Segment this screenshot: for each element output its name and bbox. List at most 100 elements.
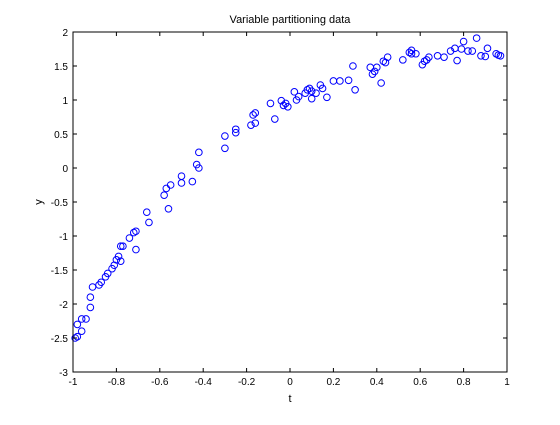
x-tick-label: -0.2	[238, 377, 256, 388]
data-point	[132, 245, 140, 254]
data-point	[351, 86, 359, 94]
data-point	[82, 315, 90, 323]
data-point	[251, 109, 260, 117]
data-point	[425, 53, 433, 61]
data-point	[294, 92, 303, 101]
data-point	[231, 128, 240, 137]
data-point	[77, 315, 86, 323]
data-point	[195, 164, 203, 172]
data-point	[88, 283, 97, 291]
data-point	[221, 132, 229, 140]
data-point	[279, 101, 288, 110]
data-point	[336, 77, 344, 85]
data-point	[453, 56, 461, 65]
x-tick-label: -0.8	[108, 377, 126, 388]
data-point	[284, 103, 292, 111]
data-point	[251, 119, 260, 127]
chart-title: Variable partitioning data	[230, 14, 352, 26]
x-tick-label: 0.2	[326, 377, 340, 388]
x-tick-label: -1	[69, 377, 78, 388]
data-point	[177, 179, 186, 187]
data-point	[459, 37, 468, 46]
y-tick-label: -2	[59, 300, 68, 311]
data-point	[468, 47, 477, 55]
data-point	[457, 45, 466, 53]
data-point	[129, 228, 138, 237]
data-point	[97, 278, 106, 287]
data-point	[420, 57, 429, 66]
data-point	[86, 293, 95, 302]
data-point	[440, 53, 448, 61]
y-tick-label: -0.5	[51, 198, 69, 209]
data-point	[164, 205, 173, 213]
data-point	[116, 257, 125, 265]
data-point	[303, 86, 312, 94]
data-point	[266, 99, 275, 108]
data-point	[166, 181, 175, 189]
y-tick-label: 2	[62, 28, 68, 39]
data-point	[114, 252, 123, 261]
y-axis-label: y	[33, 199, 45, 205]
data-point	[323, 93, 331, 102]
x-tick-label: 0	[287, 377, 293, 388]
data-point	[377, 79, 385, 87]
y-tick-label: -2.5	[51, 334, 69, 345]
data-point	[247, 121, 255, 129]
data-point	[379, 57, 388, 66]
data-point	[77, 327, 86, 336]
data-point	[312, 89, 320, 97]
y-tick-label: -1	[59, 232, 68, 243]
data-point	[145, 218, 153, 227]
data-point	[132, 227, 140, 236]
data-point	[160, 191, 168, 199]
y-tick-label: 1	[62, 96, 68, 107]
data-point	[231, 125, 240, 134]
data-point	[188, 177, 197, 186]
data-point	[271, 115, 279, 123]
data-point	[370, 67, 379, 76]
data-point	[73, 332, 82, 341]
data-point	[481, 52, 490, 61]
data-point	[483, 44, 492, 53]
y-tick-label: 0	[62, 164, 68, 175]
data-point	[412, 49, 420, 58]
data-points	[71, 34, 505, 342]
data-point	[86, 303, 95, 312]
y-tick-label: 0.5	[54, 130, 68, 141]
data-point	[472, 34, 481, 42]
y-tick-label: 1.5	[54, 62, 68, 73]
y-tick-label: -1.5	[51, 266, 69, 277]
data-point	[290, 88, 299, 96]
data-point	[249, 111, 257, 119]
data-point	[125, 234, 134, 242]
data-point	[307, 87, 316, 95]
data-point	[73, 320, 82, 329]
x-tick-label: 0.6	[413, 377, 427, 388]
data-point	[383, 53, 392, 61]
data-point	[318, 84, 327, 93]
data-point	[349, 62, 357, 70]
data-point	[492, 49, 500, 58]
data-point	[119, 242, 127, 250]
data-point	[464, 47, 472, 55]
data-point	[103, 269, 112, 278]
axes-box	[72, 31, 508, 373]
data-point	[477, 52, 485, 60]
data-point	[195, 148, 203, 157]
x-tick-label: 1	[504, 377, 510, 388]
x-tick-label: -0.4	[195, 377, 213, 388]
data-point	[407, 49, 416, 58]
data-point	[344, 76, 353, 85]
data-point	[71, 334, 79, 342]
y-tick-label: -3	[59, 368, 68, 379]
x-axis-label: t	[288, 393, 291, 405]
data-point	[373, 63, 381, 72]
data-point	[496, 52, 505, 60]
x-tick-label: 0.8	[457, 377, 471, 388]
data-point	[116, 242, 125, 250]
plot-area	[73, 32, 507, 372]
data-point	[142, 208, 151, 216]
data-point	[307, 94, 316, 103]
